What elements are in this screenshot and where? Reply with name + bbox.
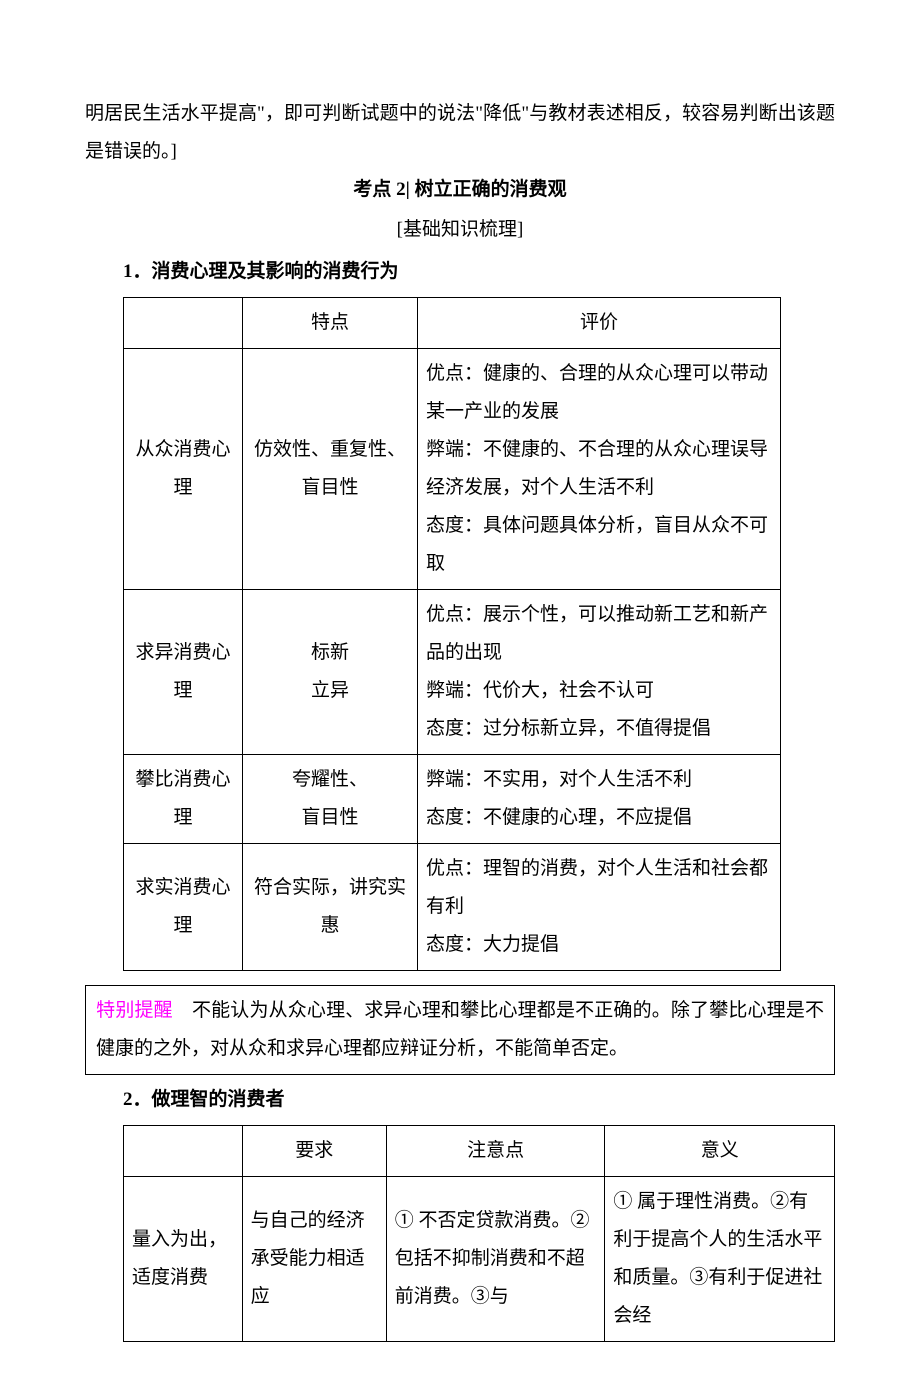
th-evaluation: 评价	[418, 298, 781, 349]
table-row: 量入为出，适度消费 与自己的经济承受能力相适应 ① 不否定贷款消费。② 包括不抑…	[124, 1177, 835, 1342]
page-container: 明居民生活水平提高"，即可判断试题中的说法"降低"与教材表述相反，较容易判断出该…	[0, 0, 920, 1396]
cell: 从众消费心理	[124, 349, 243, 590]
cell: 优点：展示个性，可以推动新工艺和新产品的出现弊端：代价大，社会不认可态度：过分标…	[418, 590, 781, 755]
th-blank	[124, 298, 243, 349]
table-rational-consumer: 要求 注意点 意义 量入为出，适度消费 与自己的经济承受能力相适应 ① 不否定贷…	[123, 1125, 835, 1342]
table-row: 攀比消费心理 夸耀性、盲目性 弊端：不实用，对个人生活不利态度：不健康的心理，不…	[124, 755, 781, 844]
cell: 夸耀性、盲目性	[243, 755, 418, 844]
cell: 量入为出，适度消费	[124, 1177, 243, 1342]
th-meaning: 意义	[605, 1126, 835, 1177]
cell: 符合实际，讲究实惠	[243, 844, 418, 971]
table-row: 求实消费心理 符合实际，讲究实惠 优点：理智的消费，对个人生活和社会都有利态度：…	[124, 844, 781, 971]
th-feature: 特点	[243, 298, 418, 349]
section-2-title: 2．做理智的消费者	[85, 1081, 835, 1119]
cell: ① 不否定贷款消费。② 包括不抑制消费和不超前消费。③与	[386, 1177, 605, 1342]
notice-box: 特别提醒 不能认为从众心理、求异心理和攀比心理都是不正确的。除了攀比心理是不健康…	[85, 985, 835, 1075]
cell: 仿效性、重复性、盲目性	[243, 349, 418, 590]
cell: 攀比消费心理	[124, 755, 243, 844]
cell: 优点：健康的、合理的从众心理可以带动某一产业的发展弊端：不健康的、不合理的从众心…	[418, 349, 781, 590]
th-requirement: 要求	[242, 1126, 386, 1177]
cell: ① 属于理性消费。②有利于提高个人的生活水平和质量。③有利于促进社会经	[605, 1177, 835, 1342]
table-row: 要求 注意点 意义	[124, 1126, 835, 1177]
table-consumer-psychology: 特点 评价 从众消费心理 仿效性、重复性、盲目性 优点：健康的、合理的从众心理可…	[123, 297, 781, 971]
th-note: 注意点	[386, 1126, 605, 1177]
cell: 求实消费心理	[124, 844, 243, 971]
cell: 优点：理智的消费，对个人生活和社会都有利态度：大力提倡	[418, 844, 781, 971]
section-1-title: 1．消费心理及其影响的消费行为	[85, 253, 835, 291]
table-row: 从众消费心理 仿效性、重复性、盲目性 优点：健康的、合理的从众心理可以带动某一产…	[124, 349, 781, 590]
cell: 与自己的经济承受能力相适应	[242, 1177, 386, 1342]
notice-label: 特别提醒	[96, 1000, 173, 1021]
notice-spacer	[173, 1000, 192, 1021]
cell: 弊端：不实用，对个人生活不利态度：不健康的心理，不应提倡	[418, 755, 781, 844]
table-row: 特点 评价	[124, 298, 781, 349]
kp2-subtitle: [基础知识梳理]	[85, 211, 835, 249]
kp2-title: 考点 2| 树立正确的消费观	[85, 171, 835, 209]
cell: 求异消费心理	[124, 590, 243, 755]
intro-paragraph: 明居民生活水平提高"，即可判断试题中的说法"降低"与教材表述相反，较容易判断出该…	[85, 95, 835, 171]
notice-text: 不能认为从众心理、求异心理和攀比心理都是不正确的。除了攀比心理是不健康的之外，对…	[96, 1000, 824, 1059]
th-blank	[124, 1126, 243, 1177]
table-row: 求异消费心理 标新立异 优点：展示个性，可以推动新工艺和新产品的出现弊端：代价大…	[124, 590, 781, 755]
cell: 标新立异	[243, 590, 418, 755]
